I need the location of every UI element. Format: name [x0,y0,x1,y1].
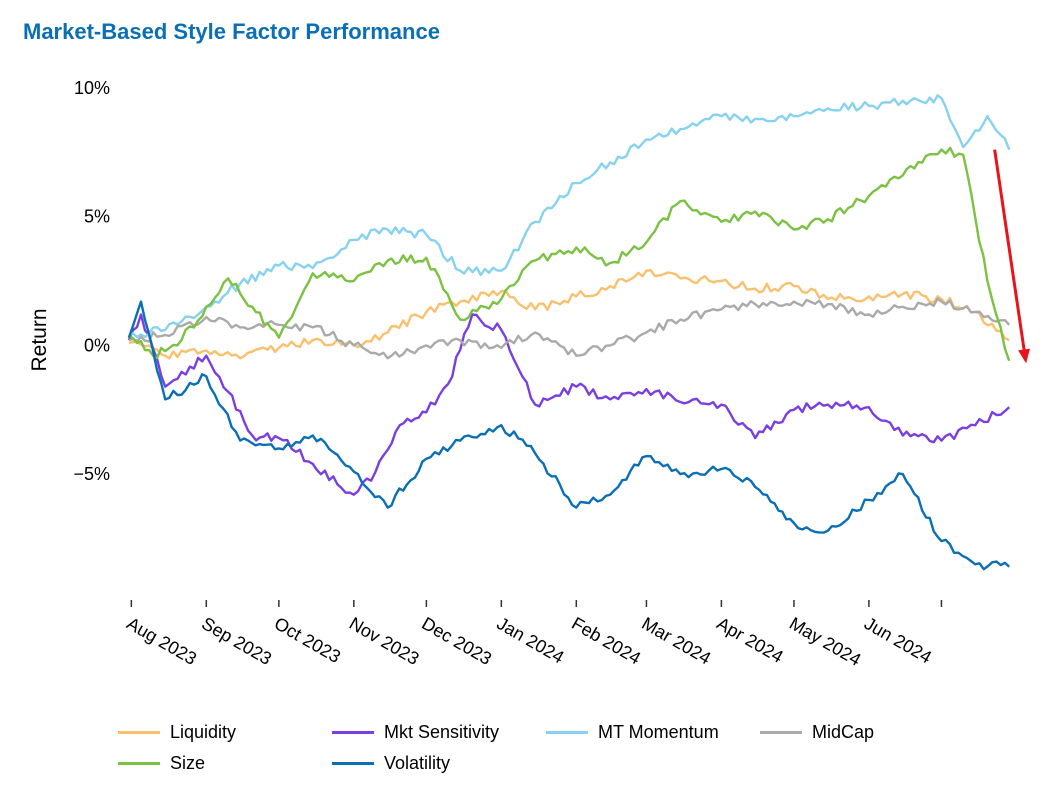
legend-swatch [332,762,374,765]
y-tick-label: 5% [84,207,110,227]
legend-swatch [118,731,160,734]
legend-item: Liquidity [118,722,236,743]
series-line-mkt-sensitivity [127,313,1011,496]
x-tick-label: Jun 2024 [861,613,935,667]
y-axis-label: Return [28,308,51,371]
legend-swatch [760,731,802,734]
series-line-midcap [128,297,1011,360]
legend-swatch [118,762,160,765]
y-tick-label: 0% [84,335,110,355]
x-tick-label: Mar 2024 [638,613,714,668]
y-tick-label: 10% [74,78,110,98]
series-layer [127,94,1011,571]
annotation-arrow-head [1018,348,1030,364]
annotation-arrow-shaft [993,149,1026,350]
chart-title: Market-Based Style Factor Performance [23,19,440,44]
series-line-liquidity [128,269,1010,360]
x-tick-label: Sep 2023 [198,613,275,669]
legend-label: Liquidity [170,722,237,742]
legend-item: MidCap [760,722,874,743]
legend-label: Mkt Sensitivity [384,722,500,742]
legend-swatch [332,731,374,734]
legend-item: Volatility [332,753,450,774]
x-tick-label: May 2024 [786,613,864,670]
x-tick-label: Dec 2023 [418,613,495,669]
legend-swatch [546,731,588,734]
legend-label: MT Momentum [598,722,719,742]
x-tick-label: Apr 2024 [713,613,786,667]
series-line-size [128,146,1011,362]
annotation-layer [993,149,1030,364]
x-tick-label: Feb 2024 [568,613,644,668]
y-ticks: 10% 5% 0% −5% [73,78,110,484]
x-tick-label: Oct 2023 [271,613,344,667]
series-line-volatility [127,300,1011,571]
legend-item: Size [118,753,205,774]
x-tick-label: Jan 2024 [493,613,567,667]
x-tick-label: Nov 2023 [346,613,423,669]
legend-item: Mkt Sensitivity [332,722,499,743]
y-tick-label: −5% [73,464,110,484]
x-tick-label: Aug 2023 [123,613,200,669]
legend-label: MidCap [812,722,875,742]
legend-label: Size [170,753,206,773]
legend-item: MT Momentum [546,722,719,743]
legend-label: Volatility [384,753,451,773]
series-line-mt-momentum [128,94,1011,339]
